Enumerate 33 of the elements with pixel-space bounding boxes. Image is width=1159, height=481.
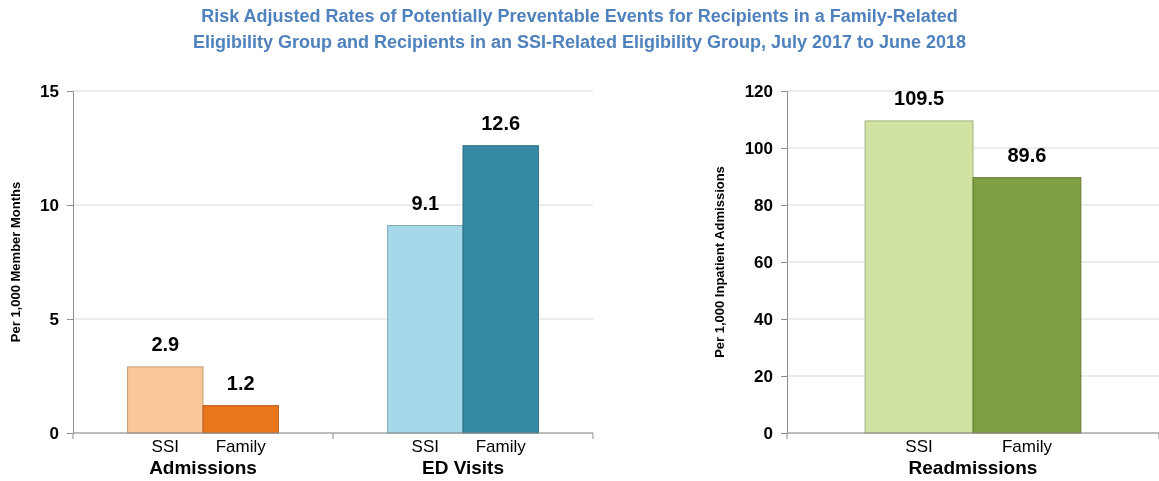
series-label: SSI [151, 437, 179, 456]
data-label: 89.6 [1007, 143, 1047, 166]
data-label: 12.6 [481, 111, 521, 134]
bar [127, 366, 204, 434]
y-tick-label: 120 [744, 81, 773, 101]
data-label: 2.9 [151, 332, 180, 355]
y-tick-label: 20 [754, 366, 773, 386]
bar [462, 145, 539, 434]
series-label: Family [215, 437, 267, 456]
y-tick-label: 80 [754, 195, 773, 215]
y-tick-label: 15 [40, 81, 59, 101]
y-tick-label: 10 [40, 195, 59, 215]
y-axis-title: Per 1,000 Inpatient Admissions [712, 166, 727, 358]
y-tick-label: 40 [754, 309, 773, 329]
y-tick-label: 0 [763, 423, 773, 443]
data-label: 1.2 [226, 371, 255, 394]
x-tick-label: Readmissions [908, 457, 1038, 478]
bar [202, 405, 279, 434]
series-label: SSI [905, 437, 933, 456]
data-label: 9.1 [411, 191, 440, 214]
series-label: Family [1001, 437, 1053, 456]
text: SSI [411, 437, 439, 456]
bar [387, 225, 464, 434]
y-tick-label: 5 [49, 309, 59, 329]
x-tick-label: Admissions [149, 457, 257, 478]
chart-title: Risk Adjusted Rates of Potentially Preventable Events for Recipients in a Family-Related Eligibility Group and Recipients in an SSI-Related Eligibility Group, July 2017 to June 2018 [192, 6, 967, 52]
data-label: 109.5 [894, 86, 945, 109]
text: Family [475, 437, 526, 456]
y-tick-label: 60 [754, 252, 773, 272]
x-tick-label: ED Visits [421, 457, 505, 478]
y-tick-label: 0 [49, 423, 59, 443]
y-axis-title: Per 1,000 Member Months [8, 181, 23, 343]
y-tick-label: 100 [744, 138, 773, 158]
